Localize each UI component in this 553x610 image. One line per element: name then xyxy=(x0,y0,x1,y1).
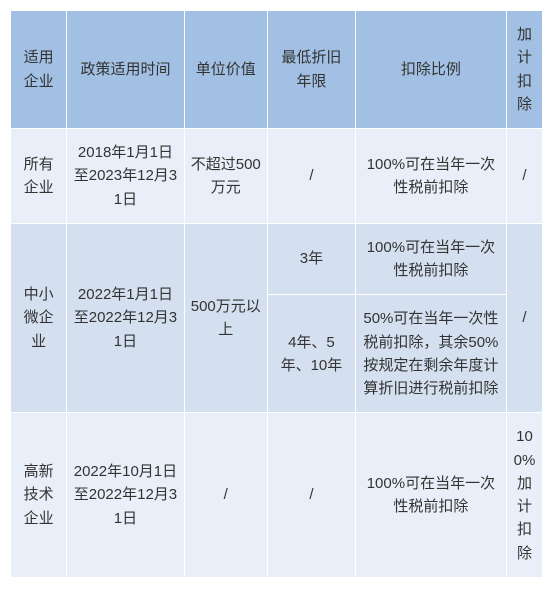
cell-min-life: / xyxy=(267,413,355,578)
cell-add: / xyxy=(506,223,542,413)
cell-min-life: / xyxy=(267,129,355,224)
cell-period: 2022年1月1日至2022年12月31日 xyxy=(67,223,184,413)
cell-period: 2018年1月1日至2023年12月31日 xyxy=(67,129,184,224)
cell-add: 100%加计扣除 xyxy=(506,413,542,578)
cell-deduct: 100%可在当年一次性税前扣除 xyxy=(355,413,506,578)
table-row: 中小微企业 2022年1月1日至2022年12月31日 500万元以上 3年 1… xyxy=(11,223,543,295)
col-header-add: 加计扣除 xyxy=(506,11,542,129)
col-header-min-life: 最低折旧年限 xyxy=(267,11,355,129)
cell-unit-value: / xyxy=(184,413,267,578)
table-row: 所有企业 2018年1月1日至2023年12月31日 不超过500万元 / 10… xyxy=(11,129,543,224)
table-header-row: 适用企业 政策适用时间 单位价值 最低折旧年限 扣除比例 加计扣除 xyxy=(11,11,543,129)
cell-min-life: 3年 xyxy=(267,223,355,295)
cell-deduct: 100%可在当年一次性税前扣除 xyxy=(355,129,506,224)
table-row: 高新技术企业 2022年10月1日至2022年12月31日 / / 100%可在… xyxy=(11,413,543,578)
cell-add: / xyxy=(506,129,542,224)
cell-deduct: 100%可在当年一次性税前扣除 xyxy=(355,223,506,295)
cell-enterprise: 所有企业 xyxy=(11,129,67,224)
cell-unit-value: 不超过500万元 xyxy=(184,129,267,224)
cell-min-life: 4年、5年、10年 xyxy=(267,295,355,413)
col-header-deduct: 扣除比例 xyxy=(355,11,506,129)
policy-table: 适用企业 政策适用时间 单位价值 最低折旧年限 扣除比例 加计扣除 所有企业 2… xyxy=(10,10,543,578)
cell-period: 2022年10月1日至2022年12月31日 xyxy=(67,413,184,578)
cell-enterprise: 高新技术企业 xyxy=(11,413,67,578)
cell-unit-value: 500万元以上 xyxy=(184,223,267,413)
col-header-enterprise: 适用企业 xyxy=(11,11,67,129)
col-header-unit-value: 单位价值 xyxy=(184,11,267,129)
cell-deduct: 50%可在当年一次性税前扣除，其余50%按规定在剩余年度计算折旧进行税前扣除 xyxy=(355,295,506,413)
cell-enterprise: 中小微企业 xyxy=(11,223,67,413)
col-header-period: 政策适用时间 xyxy=(67,11,184,129)
